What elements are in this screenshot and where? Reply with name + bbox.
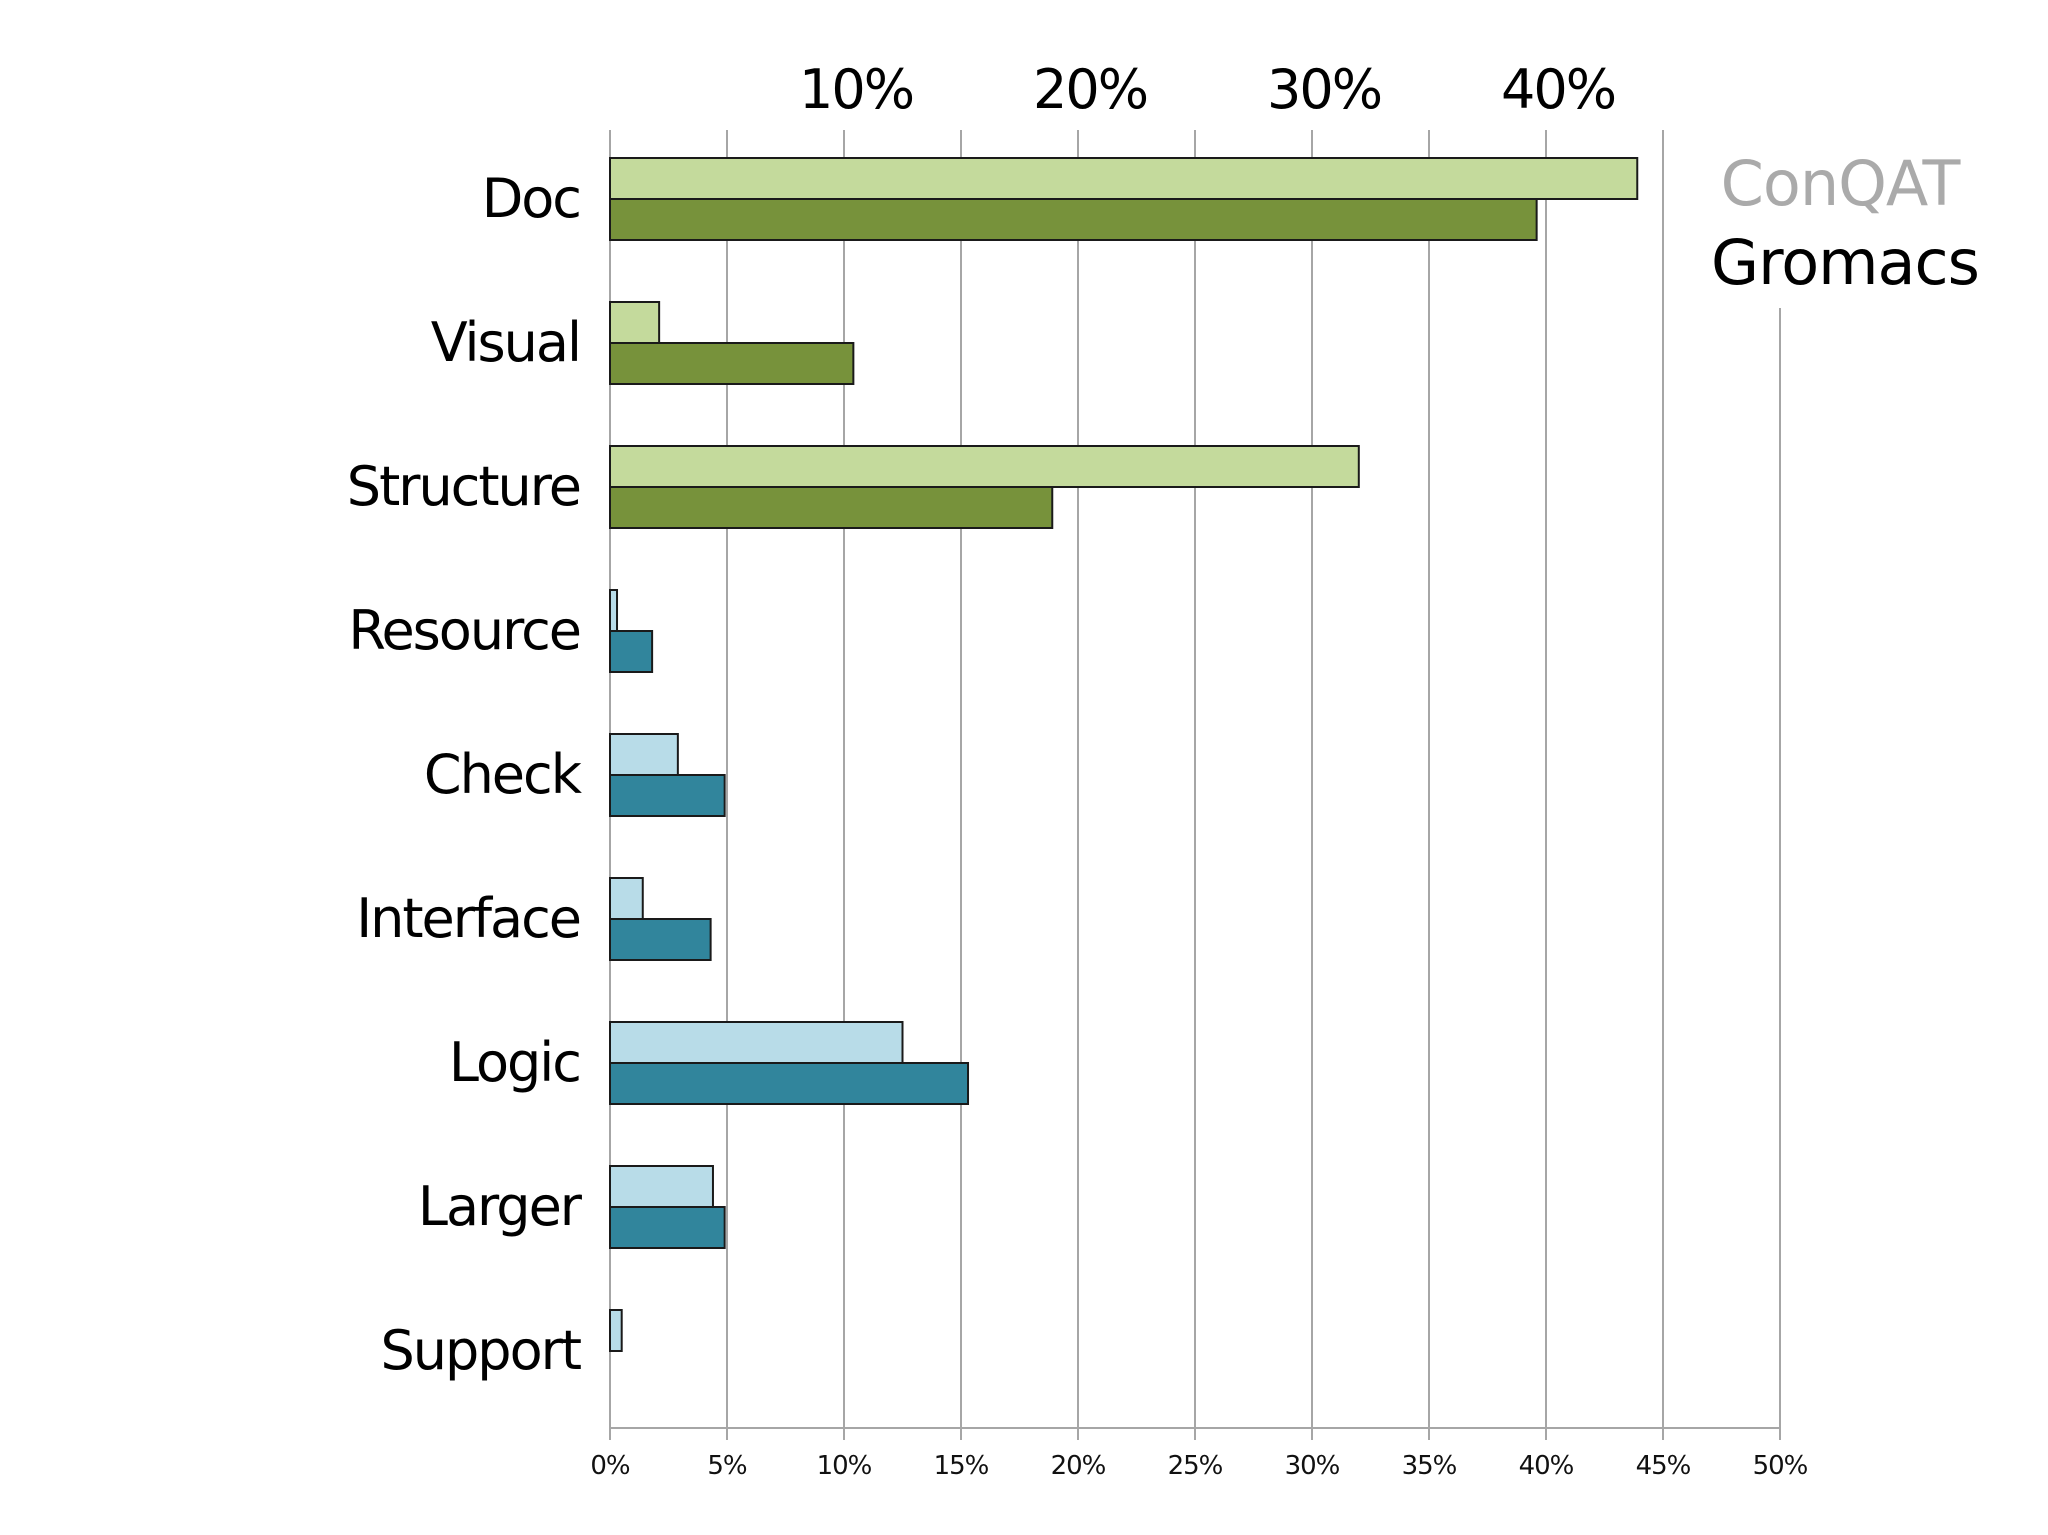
top-tick-label-40: 40% (1501, 58, 1615, 121)
bar-conqat-visual (609, 301, 661, 344)
bar-conqat-interface (609, 877, 644, 920)
bottom-tick-label-10: 10% (817, 1451, 872, 1481)
bar-conqat-larger (609, 1165, 714, 1208)
top-tick-label-10: 10% (799, 58, 913, 121)
bar-gromacs-resource (609, 630, 654, 673)
bottom-tick-labels: 0% 5% 10% 15% 20% 25% 30% 35% 40% 45% 50% (590, 1451, 1808, 1481)
bar-conqat-check (609, 733, 679, 776)
category-label-visual: Visual (431, 311, 580, 374)
bottom-tick-label-15: 15% (934, 1451, 989, 1481)
bottom-tick-label-0: 0% (590, 1451, 630, 1481)
bar-gromacs-check (609, 774, 726, 817)
category-label-check: Check (424, 743, 583, 806)
bottom-tick-label-50: 50% (1753, 1451, 1808, 1481)
category-label-interface: Interface (356, 887, 580, 950)
legend: ConQAT Gromacs (1711, 147, 1980, 299)
bar-conqat-support (609, 1309, 623, 1352)
bottom-tick-label-30: 30% (1285, 1451, 1340, 1481)
bar-gromacs-visual (609, 342, 855, 385)
top-tick-labels: 10% 20% 30% 40% (799, 58, 1617, 121)
legend-entry-gromacs: Gromacs (1711, 226, 1979, 299)
bar-conqat-structure (609, 445, 1360, 488)
category-labels: Doc Visual Structure Resource Check Interface… (347, 167, 585, 1382)
category-label-resource: Resource (348, 599, 580, 662)
top-tick-label-30: 30% (1267, 58, 1381, 121)
bottom-tick-label-25: 25% (1168, 1451, 1223, 1481)
bottom-tick-label-45: 45% (1636, 1451, 1691, 1481)
bottom-tick-label-40: 40% (1519, 1451, 1574, 1481)
bar-conqat-doc (609, 157, 1639, 200)
bar-gromacs-structure (609, 486, 1054, 529)
bar-gromacs-logic (609, 1062, 970, 1105)
legend-entry-conqat: ConQAT (1721, 147, 1962, 220)
category-label-doc: Doc (482, 167, 580, 230)
category-label-structure: Structure (347, 455, 580, 518)
category-label-support: Support (381, 1319, 581, 1382)
bottom-tick-label-20: 20% (1051, 1451, 1106, 1481)
grid-lines (609, 130, 1781, 1440)
bottom-tick-label-35: 35% (1402, 1451, 1457, 1481)
bar-gromacs-larger (609, 1206, 726, 1249)
category-label-larger: Larger (418, 1175, 583, 1238)
bar-conqat-logic (609, 1021, 904, 1064)
bar-conqat-resource (609, 589, 619, 632)
bar-gromacs-doc (609, 198, 1538, 241)
bars (609, 157, 1639, 1352)
category-label-logic: Logic (449, 1031, 580, 1094)
bottom-tick-label-5: 5% (707, 1451, 747, 1481)
bar-gromacs-interface (609, 918, 712, 961)
top-tick-label-20: 20% (1033, 58, 1147, 121)
